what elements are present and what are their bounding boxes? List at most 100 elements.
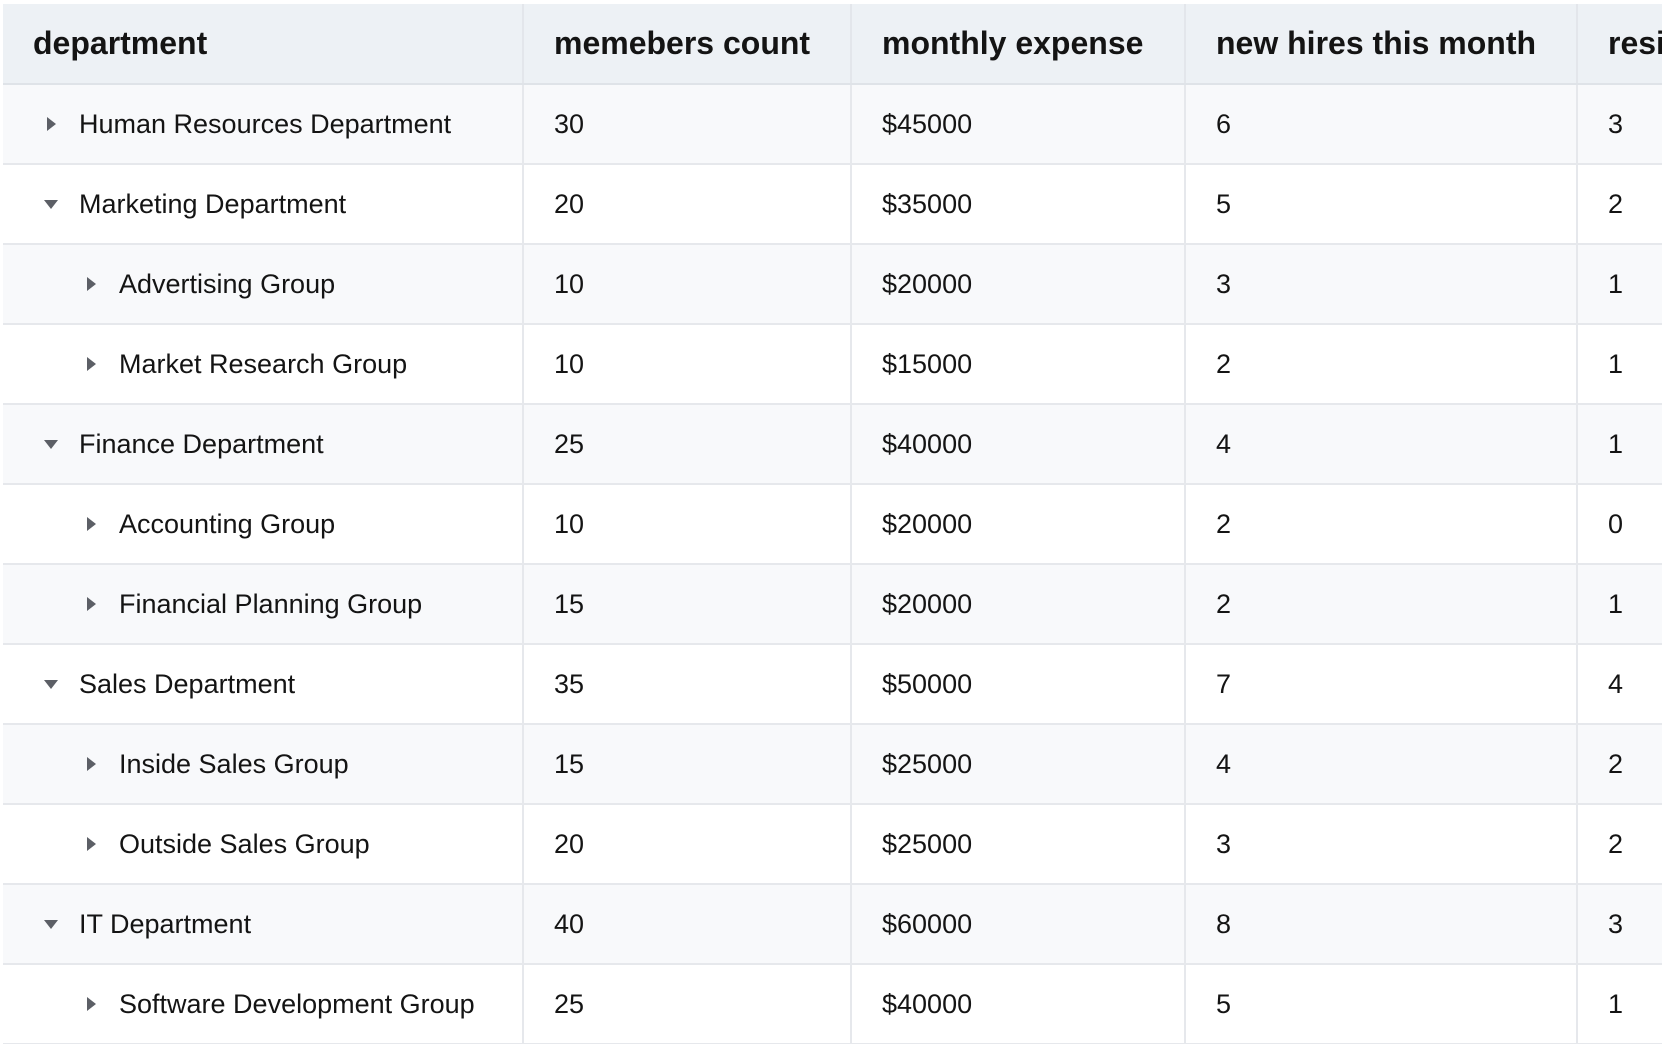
caret-right-icon[interactable] — [79, 272, 103, 296]
department-cell-content: Human Resources Department — [3, 85, 521, 162]
caret-right-icon[interactable] — [39, 112, 63, 136]
members-count-cell: 20 — [523, 164, 852, 245]
caret-down-icon[interactable] — [39, 912, 63, 936]
department-cell: IT Department — [3, 884, 524, 965]
department-name: Market Research Group — [119, 348, 408, 379]
toggle-triangle-shape — [44, 919, 58, 929]
caret-down-icon[interactable] — [39, 672, 63, 696]
monthly-expense-cell: $40000 — [851, 964, 1186, 1044]
department-cell: Outside Sales Group — [3, 804, 524, 885]
monthly-expense-cell: $15000 — [851, 324, 1186, 405]
department-cell-content: Finance Department — [3, 405, 521, 482]
monthly-expense-cell: $60000 — [851, 884, 1186, 965]
toggle-triangle-shape — [86, 357, 96, 371]
new-hires-cell: 4 — [1185, 404, 1578, 485]
column-header-new-hires[interactable]: new hires this month — [1185, 4, 1578, 85]
resignations-cell: 1 — [1577, 324, 1662, 405]
members-count-cell: 30 — [523, 84, 852, 165]
department-cell-content: Advertising Group — [3, 245, 521, 322]
department-cell: Financial Planning Group — [3, 564, 524, 645]
department-name: Accounting Group — [119, 508, 336, 539]
department-cell-content: Market Research Group — [3, 325, 521, 402]
caret-right-icon[interactable] — [79, 832, 103, 856]
new-hires-cell: 2 — [1185, 564, 1578, 645]
caret-right-icon[interactable] — [79, 512, 103, 536]
department-cell: Sales Department — [3, 644, 524, 725]
department-cell: Software Development Group — [3, 964, 524, 1044]
table-row[interactable]: Finance Department 25 $40000 4 1 — [3, 404, 1662, 485]
toggle-triangle-shape — [44, 199, 58, 209]
table-row[interactable]: Accounting Group 10 $20000 2 0 — [3, 484, 1662, 565]
resignations-cell: 1 — [1577, 404, 1662, 485]
caret-right-icon[interactable] — [79, 752, 103, 776]
department-cell-content: Financial Planning Group — [3, 565, 521, 642]
members-count-cell: 10 — [523, 484, 852, 565]
caret-right-icon[interactable] — [79, 992, 103, 1016]
column-header-department[interactable]: department — [3, 4, 524, 85]
resignations-cell: 0 — [1577, 484, 1662, 565]
members-count-cell: 10 — [523, 244, 852, 325]
new-hires-cell: 3 — [1185, 244, 1578, 325]
header-row: department memebers count monthly expens… — [3, 4, 1662, 85]
table-row[interactable]: Inside Sales Group 15 $25000 4 2 — [3, 724, 1662, 805]
table-row[interactable]: IT Department 40 $60000 8 3 — [3, 884, 1662, 965]
column-header-monthly-expense[interactable]: monthly expense — [851, 4, 1186, 85]
monthly-expense-cell: $25000 — [851, 724, 1186, 805]
monthly-expense-cell: $50000 — [851, 644, 1186, 725]
members-count-cell: 25 — [523, 404, 852, 485]
department-name: Outside Sales Group — [119, 828, 370, 859]
new-hires-cell: 5 — [1185, 164, 1578, 245]
table-row[interactable]: Financial Planning Group 15 $20000 2 1 — [3, 564, 1662, 645]
toggle-triangle-shape — [86, 837, 96, 851]
department-name: Software Development Group — [119, 988, 475, 1019]
toggle-triangle-shape — [86, 997, 96, 1011]
caret-down-icon[interactable] — [39, 432, 63, 456]
department-name: IT Department — [79, 908, 252, 939]
members-count-cell: 15 — [523, 724, 852, 805]
resignations-cell: 1 — [1577, 564, 1662, 645]
table-row[interactable]: Marketing Department 20 $35000 5 2 — [3, 164, 1662, 245]
column-header-members-count[interactable]: memebers count — [523, 4, 852, 85]
toggle-triangle-shape — [86, 517, 96, 531]
tree-table-container: department memebers count monthly expens… — [3, 4, 1662, 1044]
members-count-cell: 25 — [523, 964, 852, 1044]
resignations-cell: 2 — [1577, 804, 1662, 885]
table-row[interactable]: Human Resources Department 30 $45000 6 3 — [3, 84, 1662, 165]
resignations-cell: 4 — [1577, 644, 1662, 725]
monthly-expense-cell: $35000 — [851, 164, 1186, 245]
monthly-expense-cell: $25000 — [851, 804, 1186, 885]
resignations-cell: 3 — [1577, 884, 1662, 965]
caret-right-icon[interactable] — [79, 352, 103, 376]
table-row[interactable]: Outside Sales Group 20 $25000 3 2 — [3, 804, 1662, 885]
department-name: Sales Department — [79, 668, 296, 699]
new-hires-cell: 7 — [1185, 644, 1578, 725]
department-cell: Accounting Group — [3, 484, 524, 565]
new-hires-cell: 5 — [1185, 964, 1578, 1044]
department-cell: Marketing Department — [3, 164, 524, 245]
department-cell: Human Resources Department — [3, 84, 524, 165]
table-row[interactable]: Advertising Group 10 $20000 3 1 — [3, 244, 1662, 325]
resignations-cell: 1 — [1577, 964, 1662, 1044]
members-count-cell: 20 — [523, 804, 852, 885]
members-count-cell: 35 — [523, 644, 852, 725]
resignations-cell: 2 — [1577, 164, 1662, 245]
department-name: Inside Sales Group — [119, 748, 349, 779]
column-header-resignations[interactable]: resi — [1577, 4, 1662, 85]
department-cell-content: Accounting Group — [3, 485, 521, 562]
resignations-cell: 1 — [1577, 244, 1662, 325]
department-cell-content: Sales Department — [3, 645, 521, 722]
caret-right-icon[interactable] — [79, 592, 103, 616]
toggle-triangle-shape — [46, 117, 56, 131]
department-cell: Inside Sales Group — [3, 724, 524, 805]
new-hires-cell: 4 — [1185, 724, 1578, 805]
monthly-expense-cell: $40000 — [851, 404, 1186, 485]
department-cell-content: Outside Sales Group — [3, 805, 521, 882]
table-row[interactable]: Software Development Group 25 $40000 5 1 — [3, 964, 1662, 1044]
department-name: Finance Department — [79, 428, 324, 459]
new-hires-cell: 2 — [1185, 324, 1578, 405]
table-row[interactable]: Market Research Group 10 $15000 2 1 — [3, 324, 1662, 405]
department-tree-table: department memebers count monthly expens… — [3, 4, 1662, 1044]
caret-down-icon[interactable] — [39, 192, 63, 216]
table-row[interactable]: Sales Department 35 $50000 7 4 — [3, 644, 1662, 725]
department-name: Human Resources Department — [79, 108, 452, 139]
